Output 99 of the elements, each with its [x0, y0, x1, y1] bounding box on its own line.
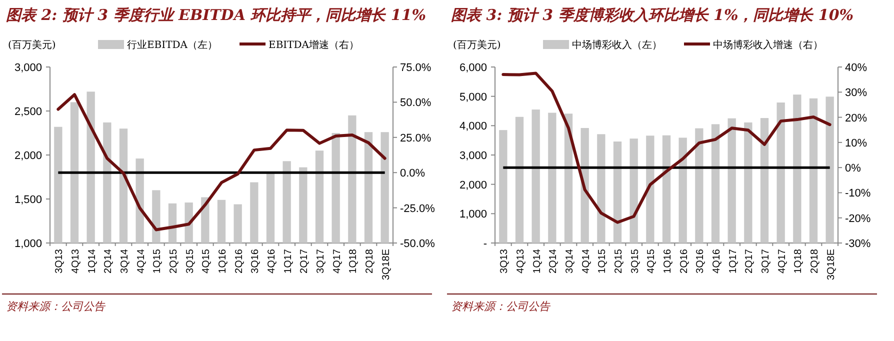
y-tick-label: 1,000 [14, 238, 42, 250]
x-tick-label: 4Q16 [266, 248, 278, 274]
bar [613, 142, 622, 243]
y-tick-label: 5,000 [459, 91, 487, 104]
x-tick-label: 1Q18 [793, 248, 804, 274]
x-tick-label: 4Q17 [332, 248, 343, 274]
x-tick-label: 1Q14 [86, 248, 98, 274]
bar [678, 138, 687, 243]
bar [695, 128, 704, 243]
bar [646, 136, 654, 243]
bar [597, 134, 606, 243]
y2-tick-label: 30% [845, 87, 868, 100]
x-tick-label: 3Q14 [564, 248, 576, 274]
y-tick-label: 3,000 [459, 150, 487, 162]
x-tick-label: 1Q15 [152, 248, 164, 274]
line-series [502, 72, 832, 224]
y-axis-title: (百万美元) [453, 39, 501, 51]
y-tick-label: 2,000 [14, 150, 42, 162]
y-tick-label: - [483, 238, 488, 250]
bar [744, 122, 752, 243]
y2-tick-label: -25.0% [400, 202, 436, 215]
y2-tick-label: 10% [845, 137, 868, 150]
line-series [56, 93, 386, 232]
y2-tick-label: -10% [845, 188, 871, 200]
bar [548, 112, 556, 243]
x-tick-label: 2Q17 [744, 248, 756, 274]
x-tick-label: 4Q13 [70, 248, 82, 274]
legend-label: 中场博彩收入增速（右） [713, 39, 823, 51]
bar [793, 94, 802, 243]
x-tick-label: 3Q17 [760, 248, 772, 274]
y2-tick-label: -50.0% [400, 238, 436, 250]
text: 资料来源：公司公告 [451, 300, 551, 313]
bar [630, 138, 638, 243]
chart-title: 图表 3: 预计 3 季度博彩收入环比增长 1%，同比增长 10% [451, 6, 854, 24]
bar [515, 116, 524, 243]
y2-tick-label: 50.0% [400, 97, 432, 110]
y2-tick-label: -30% [845, 238, 871, 250]
bar [728, 118, 736, 243]
bar [499, 130, 508, 243]
y2-tick-label: 40% [845, 62, 868, 74]
x-tick-label: 1Q16 [662, 248, 674, 274]
x-tick-label: 2Q14 [548, 248, 560, 274]
bar [760, 118, 769, 243]
x-tick-label: 1Q14 [532, 248, 543, 274]
x-tick-label: 2Q16 [678, 248, 690, 274]
x-tick-label: 4Q17 [776, 248, 788, 274]
x-tick-label: 1Q15 [597, 248, 608, 274]
x-tick-label: 1Q16 [218, 248, 228, 274]
bar [662, 135, 671, 243]
x-tick-label: 4Q15 [201, 248, 212, 274]
y-tick-label: 1,000 [459, 208, 487, 221]
x-tick-label: 2Q15 [168, 248, 180, 274]
y2-tick-label: 75.0% [400, 62, 432, 74]
y2-tick-label: 0.0% [400, 168, 426, 180]
bar [532, 110, 540, 243]
x-tick-label: 4Q14 [136, 248, 147, 274]
x-tick-label: 3Q16 [250, 248, 262, 274]
x-tick-label: 4Q14 [580, 248, 592, 274]
x-tick-label: 3Q18E [826, 248, 837, 280]
x-tick-label: 3Q13 [499, 248, 510, 274]
x-tick-label: 3Q18E [380, 248, 392, 280]
y-tick-label: 4,000 [459, 120, 487, 133]
bar [776, 102, 785, 243]
x-tick-label: 3Q14 [120, 248, 130, 274]
y-tick-label: 6,000 [459, 62, 487, 74]
x-tick-label: 3Q16 [695, 248, 706, 274]
x-tick-label: 2Q14 [103, 248, 114, 274]
chart-title: 图表 2: 预计 3 季度行业 EBITDA 环比持平，同比增长 11% [6, 6, 426, 24]
legend-label: 中场博彩收入（左） [572, 39, 662, 51]
x-tick-label: 3Q15 [630, 248, 641, 274]
x-tick-label: 2Q16 [234, 248, 245, 274]
x-tick-label: 3Q17 [316, 248, 326, 274]
x-tick-label: 2Q18 [364, 248, 376, 274]
x-tick-label: 4Q16 [712, 248, 722, 274]
x-tick-label: 1Q17 [728, 248, 739, 274]
y2-tick-label: -20% [845, 212, 871, 225]
x-tick-label: 4Q13 [516, 248, 526, 274]
y-tick-label: 2,500 [14, 106, 42, 118]
y-tick-label: 2,000 [459, 179, 487, 192]
x-tick-label: 2Q18 [810, 248, 820, 274]
bar [711, 124, 720, 243]
text: 资料来源：公司公告 [6, 300, 106, 313]
legend-label: EBITDA增速（右） [268, 39, 360, 51]
legend-label: 行业EBITDA（左） [127, 39, 218, 51]
x-tick-label: 3Q13 [54, 248, 66, 274]
y2-tick-label: 0% [845, 162, 862, 175]
x-tick-label: 3Q15 [184, 248, 196, 274]
y2-tick-label: 20% [845, 112, 868, 124]
bar [826, 96, 834, 243]
x-tick-label: 1Q17 [282, 248, 294, 274]
bar [809, 98, 818, 243]
x-tick-label: 4Q15 [646, 248, 658, 274]
x-tick-label: 2Q15 [614, 248, 624, 274]
y-tick-label: 3,000 [14, 62, 42, 74]
x-tick-label: 1Q18 [348, 248, 360, 274]
y-tick-label: 1,500 [14, 194, 42, 206]
y-axis-title: (百万美元) [8, 39, 56, 51]
x-tick-label: 2Q17 [299, 248, 310, 274]
y2-tick-label: 25.0% [400, 132, 432, 144]
